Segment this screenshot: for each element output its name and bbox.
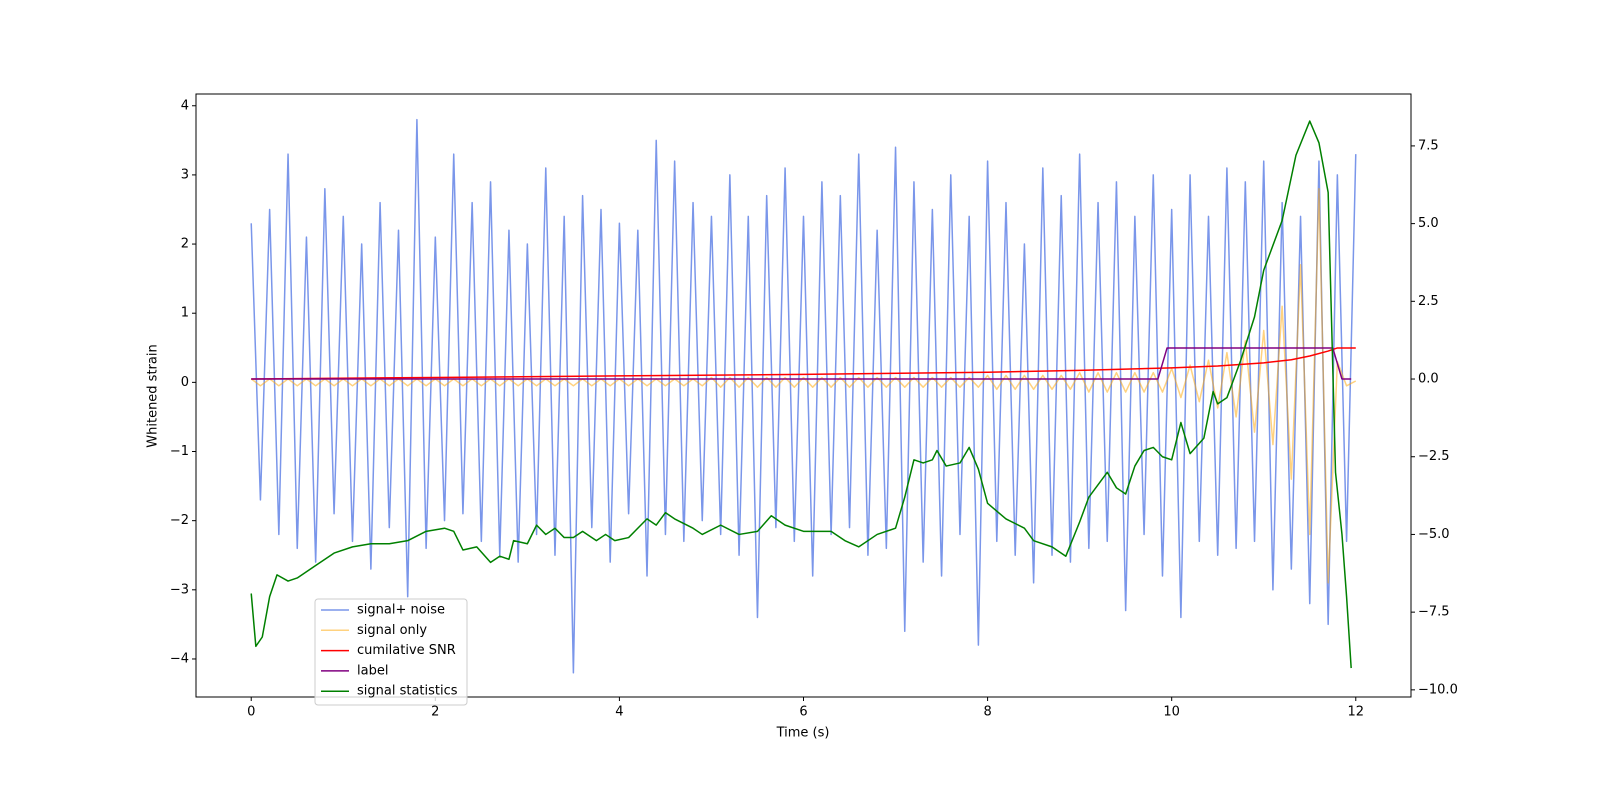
x-tick-label: 8 xyxy=(983,705,991,720)
y-tick-label: −3 xyxy=(170,582,189,597)
x-tick-label: 0 xyxy=(247,705,255,720)
y-tick-label: 4 xyxy=(181,98,189,113)
x-tick-label: 10 xyxy=(1163,705,1180,720)
y2-tick-label: 5.0 xyxy=(1418,216,1439,231)
y-axis-label: Whitened strain xyxy=(146,344,161,447)
y2-tick-label: −7.5 xyxy=(1418,605,1450,620)
y2-tick-label: 0.0 xyxy=(1418,372,1439,387)
y2-tick-label: 7.5 xyxy=(1418,138,1439,153)
legend-label: signal+ noise xyxy=(357,603,445,618)
legend-label: signal statistics xyxy=(357,684,458,699)
x-tick-label: 4 xyxy=(615,705,623,720)
x-axis-label: Time (s) xyxy=(776,726,830,741)
series-line xyxy=(250,120,1352,669)
y2-tick-label: −10.0 xyxy=(1418,682,1458,697)
series-line xyxy=(251,347,1352,380)
y2-tick-label: 2.5 xyxy=(1418,294,1439,309)
y2-tick-label: −2.5 xyxy=(1418,449,1450,464)
y-tick-label: −1 xyxy=(170,444,189,459)
y-tick-label: −2 xyxy=(170,513,189,528)
x-tick-label: 6 xyxy=(799,705,807,720)
x-tick-label: 2 xyxy=(431,705,439,720)
series-line xyxy=(251,347,1356,380)
y-tick-label: 1 xyxy=(181,306,189,321)
legend-box xyxy=(314,598,468,706)
legend-label: signal only xyxy=(357,623,427,638)
legend-label: cumilative SNR xyxy=(357,643,456,658)
y-tick-label: 3 xyxy=(181,167,189,182)
x-tick-label: 12 xyxy=(1347,705,1364,720)
series-line xyxy=(250,118,1357,674)
y-tick-label: −4 xyxy=(170,651,189,666)
y-tick-label: 2 xyxy=(181,237,189,252)
legend-label: label xyxy=(357,663,388,678)
y2-tick-label: −5.0 xyxy=(1418,527,1450,542)
y-tick-label: 0 xyxy=(181,375,189,390)
